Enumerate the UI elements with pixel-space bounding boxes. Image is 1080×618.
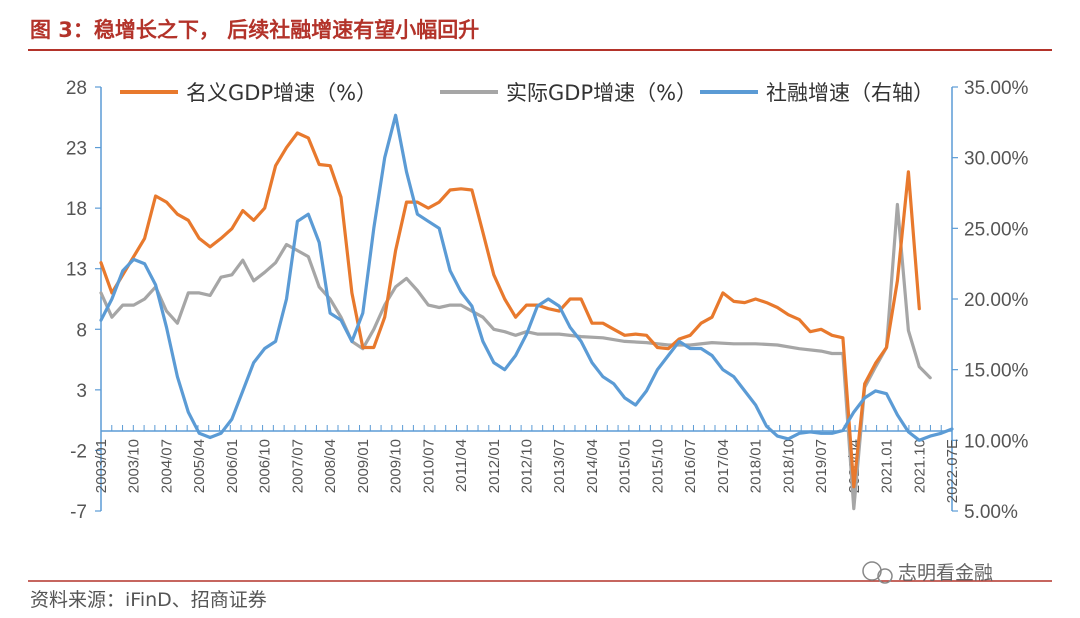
right-tick-label: 30.00% xyxy=(964,149,1029,170)
right-tick-label: 35.00% xyxy=(964,78,1029,99)
x-tick-label: 2018/01 xyxy=(748,439,765,493)
source-note: 资料来源：iFinD、招商证券 xyxy=(30,589,267,611)
right-tick-label: 5.00% xyxy=(964,502,1018,523)
legend: 名义GDP增速（%） 实际GDP增速（%） 社融增速（右轴） xyxy=(120,81,934,105)
legend-label-3: 社融增速（右轴） xyxy=(766,81,934,105)
x-tick-label: 2016/07 xyxy=(682,439,699,493)
x-tick-label: 2019/07 xyxy=(813,439,830,493)
x-tick-label: 2011/04 xyxy=(453,439,470,492)
left-tick-label: 18 xyxy=(66,199,87,220)
x-tick-label: 2013/07 xyxy=(551,439,568,493)
x-tick-label: 2007/07 xyxy=(289,439,306,493)
x-tick-label: 2012/01 xyxy=(486,439,503,493)
left-tick-label: 13 xyxy=(66,260,87,281)
left-tick-label: 23 xyxy=(66,139,87,160)
series-layer xyxy=(99,113,954,511)
left-tick-label: 8 xyxy=(76,320,87,341)
x-tick-label: 2021.01 xyxy=(879,439,896,493)
right-tick-label: 15.00% xyxy=(964,361,1029,382)
right-tick-label: 10.00% xyxy=(964,431,1029,452)
x-tick-label: 2022.07E xyxy=(944,439,961,503)
chart-title: 图 3：稳增长之下， 后续社融增速有望小幅回升 xyxy=(30,18,479,42)
x-tick-label: 2003/01 xyxy=(93,439,110,493)
legend-label-2: 实际GDP增速（%） xyxy=(506,81,697,105)
left-tick-label: 28 xyxy=(66,78,87,99)
x-tick-label: 2004/07 xyxy=(158,439,175,493)
watermark: 志明看金融 xyxy=(862,561,993,584)
x-tick-label: 2010/07 xyxy=(420,439,437,493)
left-tick-label: 3 xyxy=(76,381,87,402)
wechat-icon-small xyxy=(877,568,893,584)
left-tick-label: -2 xyxy=(70,441,87,462)
series-line-2 xyxy=(99,202,932,511)
x-tick-label: 2009/01 xyxy=(355,439,372,493)
legend-label-1: 名义GDP增速（%） xyxy=(186,81,377,105)
x-tick-label: 2008/04 xyxy=(322,439,339,493)
right-tick-label: 20.00% xyxy=(964,290,1029,311)
x-tick-label: 2005/04 xyxy=(191,439,208,493)
right-tick-label: 25.00% xyxy=(964,219,1029,240)
x-tick-label: 2009/10 xyxy=(388,439,405,493)
x-tick-label: 2012/10 xyxy=(519,439,536,493)
x-tick-label: 2017/04 xyxy=(715,439,732,493)
x-tick-label: 2003/10 xyxy=(126,439,143,493)
x-tick-label: 2006/10 xyxy=(257,439,274,493)
series-line-3 xyxy=(99,113,954,442)
x-tick-label: 2014/04 xyxy=(584,439,601,493)
x-tick-label: 2015/01 xyxy=(617,439,634,493)
watermark-text: 志明看金融 xyxy=(898,562,993,584)
x-tick-label: 2021.10 xyxy=(911,439,928,493)
x-tick-label: 2018/10 xyxy=(780,439,797,493)
series-line-1 xyxy=(99,131,921,489)
x-tick-label: 2015/10 xyxy=(649,439,666,493)
x-tick-label: 2006/01 xyxy=(224,439,241,493)
left-tick-label: -7 xyxy=(70,502,87,523)
